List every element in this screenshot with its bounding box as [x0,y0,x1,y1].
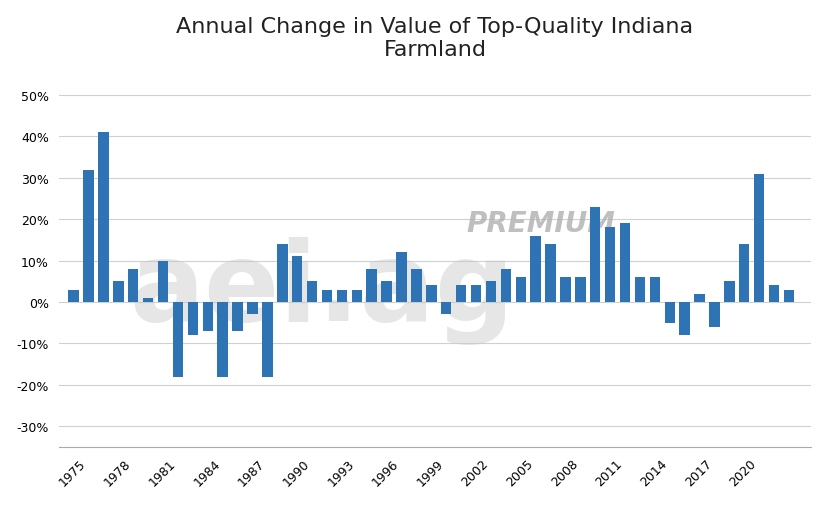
Bar [441,302,451,315]
Bar [277,244,287,302]
Bar [739,244,748,302]
Bar [307,282,317,302]
Bar [500,269,510,302]
Bar [351,290,361,302]
Bar [560,278,570,302]
Bar [411,269,421,302]
Bar [322,290,332,302]
Bar [188,302,198,335]
Bar [679,302,689,335]
Bar [530,236,540,302]
Bar [709,302,719,327]
Bar [128,269,138,302]
Bar [724,282,734,302]
Bar [590,208,600,302]
Bar [619,224,629,302]
Bar [753,174,763,302]
Bar [485,282,495,302]
Bar [694,294,704,302]
Bar [262,302,272,377]
Bar [69,290,79,302]
Bar [292,257,302,302]
Bar [84,170,93,302]
Bar [98,133,108,302]
Bar [575,278,585,302]
Bar [783,290,793,302]
Bar [113,282,123,302]
Bar [337,290,347,302]
Text: aei.ag: aei.ag [129,237,514,345]
Bar [247,302,257,315]
Bar [768,286,778,302]
Bar [173,302,183,377]
Bar [158,261,168,302]
Bar [143,298,153,302]
Bar [366,269,376,302]
Bar [203,302,213,331]
Bar [426,286,436,302]
Title: Annual Change in Value of Top-Quality Indiana
Farmland: Annual Change in Value of Top-Quality In… [176,17,693,60]
Bar [471,286,480,302]
Bar [515,278,525,302]
Bar [664,302,674,323]
Bar [634,278,644,302]
Bar [218,302,227,377]
Text: PREMIUM: PREMIUM [466,210,614,238]
Bar [381,282,391,302]
Bar [649,278,659,302]
Bar [545,244,555,302]
Bar [232,302,242,331]
Bar [396,253,406,302]
Bar [456,286,466,302]
Bar [605,228,614,302]
